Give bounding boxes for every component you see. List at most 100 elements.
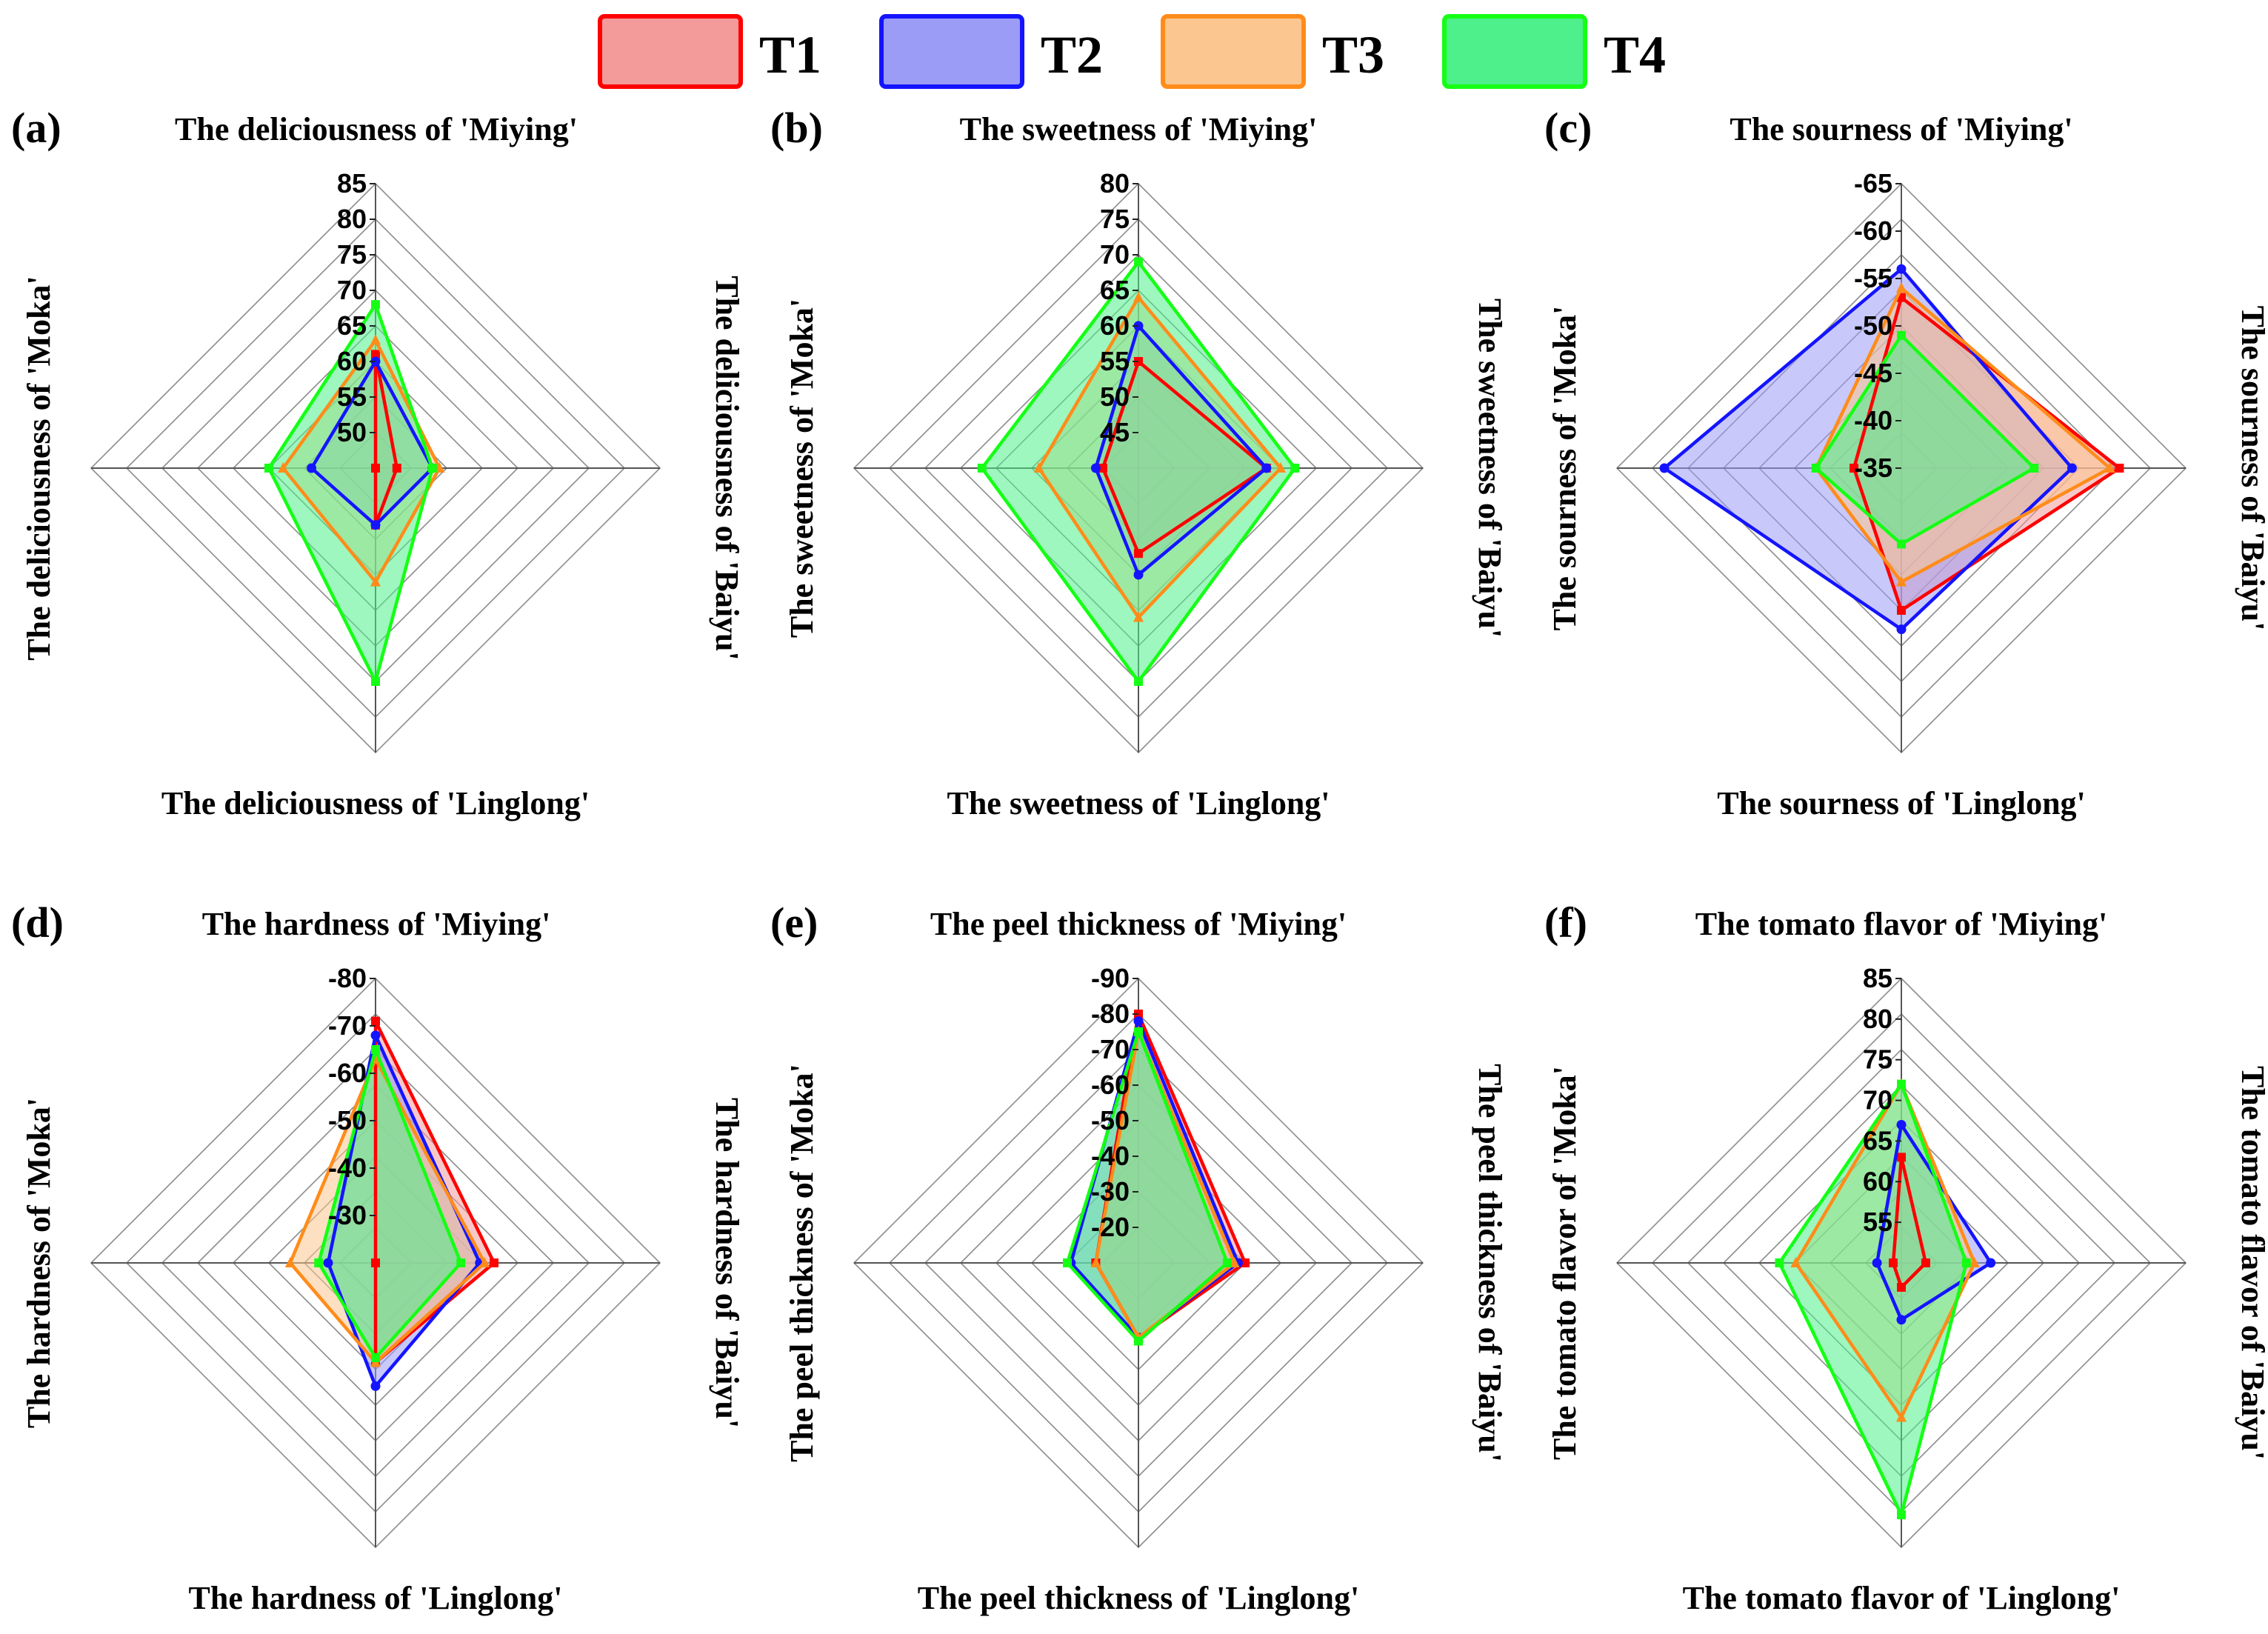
data-point-t3 <box>1790 1257 1801 1267</box>
panel-title: The sweetness of 'Miying' <box>960 111 1318 147</box>
panel-letter: (c) <box>1544 104 1592 152</box>
tick-label: 85 <box>337 168 367 199</box>
panel-title: The peel thickness of 'Miying' <box>930 906 1347 942</box>
tick-label: 85 <box>1863 963 1892 993</box>
tick-label: -55 <box>1854 263 1892 293</box>
radar-panel-e: (e) The peel thickness of 'Miying'-20-30-… <box>770 898 1508 1616</box>
series-area-t4 <box>269 304 433 681</box>
radar-panel-a: (a) The deliciousness of 'Miying' 50 55 60 65… <box>11 104 745 821</box>
axis-title-left: The peel thickness of 'Moka' <box>784 1064 820 1462</box>
data-point-t1 <box>1897 1282 1906 1292</box>
data-point-t3 <box>2104 462 2115 473</box>
data-point-t3 <box>1090 1257 1101 1267</box>
tick-label: -60 <box>1091 1070 1130 1100</box>
data-point-t2 <box>1896 1119 1907 1130</box>
data-point-t1 <box>1921 1258 1930 1267</box>
axis-title-left: The deliciousness of 'Moka' <box>21 276 57 661</box>
axis-title-bottom: The sourness of 'Linglong' <box>1717 785 2086 821</box>
tick-label: 70 <box>1863 1085 1892 1116</box>
data-point-t4 <box>1223 1258 1232 1267</box>
data-point-t1 <box>1134 549 1143 558</box>
axis-title-left: The hardness of 'Moka' <box>21 1098 57 1428</box>
data-point-t4 <box>2029 464 2039 473</box>
data-point-t4 <box>1063 1258 1072 1267</box>
tick-label: 65 <box>1863 1125 1892 1156</box>
data-point-t3 <box>1969 1257 1980 1267</box>
tick-label: -50 <box>328 1105 367 1136</box>
data-point-t3 <box>284 1257 296 1267</box>
data-point-t4 <box>1290 464 1300 473</box>
radar-panel-c: (c) The sourness of 'Miying'-35-40-45-50-… <box>1544 104 2268 821</box>
data-point-t1 <box>392 464 401 473</box>
data-point-t1 <box>490 1258 498 1267</box>
tick-label: -40 <box>328 1153 367 1183</box>
data-point-t2 <box>1133 570 1144 580</box>
data-point-t1 <box>371 1016 380 1026</box>
panel-title: The tomato flavor of 'Miying' <box>1695 906 2107 942</box>
data-point-t3 <box>1033 462 1044 473</box>
series-layer <box>1775 1078 1996 1520</box>
data-point-t2 <box>323 1258 333 1268</box>
tick-label: -70 <box>1091 1034 1130 1064</box>
data-point-t2 <box>370 520 381 530</box>
data-point-t4 <box>977 464 987 473</box>
data-point-t2 <box>1896 624 1907 635</box>
data-point-t4 <box>371 1353 380 1362</box>
tick-label: 70 <box>337 275 367 305</box>
series-area-t4 <box>1067 1032 1227 1341</box>
tick-labels: 50 55 60 65 70 75 80 85 <box>337 168 376 447</box>
tick-label: 55 <box>1100 346 1130 376</box>
data-point-t4 <box>264 464 273 473</box>
axis-title-bottom: The tomato flavor of 'Linglong' <box>1683 1580 2121 1616</box>
tick-label: 60 <box>1863 1166 1892 1196</box>
data-point-t2 <box>1090 463 1101 473</box>
radar-panel-b: (b) The sweetness of 'Miying' 45 50 55 60 65 70… <box>770 104 1508 821</box>
tick-label: -50 <box>1091 1105 1130 1136</box>
axis-title-left: The tomato flavor of 'Moka' <box>1547 1066 1583 1460</box>
series-area-t4 <box>318 1050 461 1358</box>
data-point-t4 <box>427 464 437 473</box>
legend-item-t3: T3 <box>1161 14 1384 89</box>
data-point-t4 <box>1134 257 1143 267</box>
legend-label-t2: T2 <box>1041 25 1103 84</box>
data-point-t4 <box>1897 1079 1906 1089</box>
data-point-t1 <box>1897 1153 1906 1162</box>
radar-panel-f: (f) The tomato flavor of 'Miying' 55 60 65 70… <box>1544 898 2268 1616</box>
legend-label-t4: T4 <box>1604 25 1666 84</box>
panel-letter: (d) <box>11 898 64 947</box>
panel-title: The sourness of 'Miying' <box>1730 111 2072 147</box>
axis-title-bottom: The sweetness of 'Linglong' <box>947 785 1330 821</box>
radar-panels: (a) The deliciousness of 'Miying' 50 55 60 65… <box>11 104 2268 1616</box>
legend-label-t1: T1 <box>759 25 821 84</box>
tick-label: -40 <box>1854 405 1892 436</box>
data-point-t3 <box>370 334 381 345</box>
tick-label: 75 <box>1863 1044 1892 1075</box>
data-point-t4 <box>456 1258 466 1267</box>
data-point-t3 <box>479 1257 490 1267</box>
tick-labels: 45 50 55 60 65 70 75 80 <box>1100 168 1138 447</box>
legend-item-t4: T4 <box>1442 14 1666 89</box>
tick-label: -80 <box>328 963 367 993</box>
tick-label: 55 <box>337 381 367 412</box>
axis-title-bottom: The peel thickness of 'Linglong' <box>918 1580 1360 1616</box>
data-point-t4 <box>1134 1027 1143 1036</box>
data-point-t1 <box>1098 464 1107 473</box>
data-point-t2 <box>1896 1315 1907 1325</box>
tick-label: 70 <box>1100 239 1130 270</box>
tick-label: 80 <box>1863 1004 1892 1034</box>
data-point-t2 <box>1986 1258 1996 1268</box>
legend: T1 T2 T3 T4 <box>598 14 1666 89</box>
tick-label: -30 <box>328 1200 367 1230</box>
data-point-t3 <box>1133 611 1144 622</box>
data-point-t4 <box>1961 1258 1971 1267</box>
data-point-t1 <box>1897 606 1906 615</box>
axis-title-right: The peel thickness of 'Baiyu' <box>1472 1064 1508 1462</box>
tick-label: 80 <box>337 204 367 234</box>
axis-title-right: The hardness of 'Baiyu' <box>709 1098 745 1428</box>
data-point-t3 <box>1896 1411 1907 1422</box>
data-point-t3 <box>1275 462 1286 473</box>
data-point-t2 <box>370 1381 381 1391</box>
radar-panel-d: (d) The hardness of 'Miying'-30-40-50-60-… <box>11 898 745 1616</box>
tick-label: -30 <box>1091 1176 1130 1207</box>
